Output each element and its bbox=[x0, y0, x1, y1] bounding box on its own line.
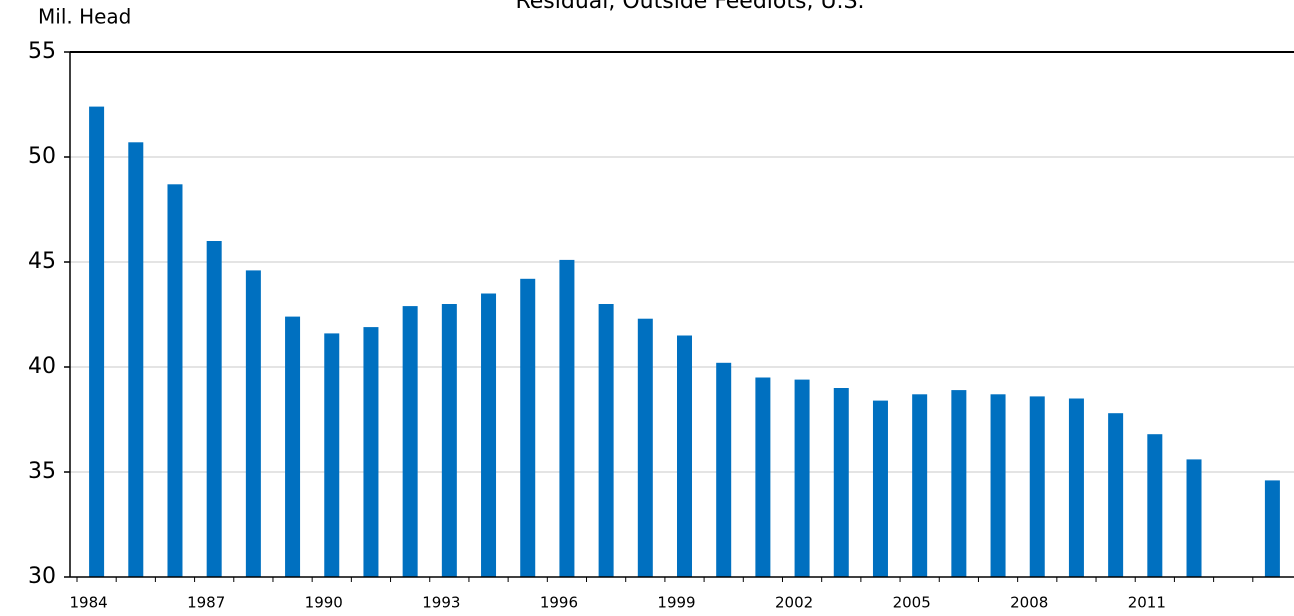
chart-title: Residual, Outside Feedlots, U.S. bbox=[515, 0, 864, 14]
x-tick-label: 2002 bbox=[775, 594, 813, 612]
y-axis-label: Mil. Head bbox=[38, 5, 131, 29]
bar bbox=[441, 304, 457, 577]
bar bbox=[951, 390, 967, 577]
bar bbox=[755, 377, 771, 577]
bar bbox=[677, 335, 692, 577]
bar bbox=[520, 278, 536, 577]
bar bbox=[481, 293, 497, 577]
bar bbox=[128, 142, 144, 578]
y-tick-label: 50 bbox=[28, 144, 56, 169]
bar bbox=[245, 270, 261, 577]
x-tick-label: 2008 bbox=[1010, 594, 1048, 612]
bar bbox=[206, 241, 222, 577]
bar bbox=[1264, 480, 1280, 577]
bar bbox=[89, 106, 105, 577]
x-tick-label: 1993 bbox=[422, 594, 460, 612]
bar bbox=[794, 379, 810, 577]
bar bbox=[1068, 398, 1084, 577]
bar bbox=[559, 259, 575, 577]
bar bbox=[598, 304, 614, 577]
bar bbox=[872, 400, 888, 577]
y-tick-label: 30 bbox=[28, 564, 56, 589]
y-tick-label: 40 bbox=[28, 354, 56, 379]
bar bbox=[285, 316, 301, 577]
bar bbox=[402, 306, 418, 577]
y-tick-label: 55 bbox=[28, 39, 56, 64]
bar bbox=[324, 333, 340, 577]
bar bbox=[1186, 459, 1202, 577]
bar bbox=[833, 388, 849, 577]
x-tick-label: 2005 bbox=[893, 594, 931, 612]
bar bbox=[912, 394, 928, 577]
bar bbox=[1029, 396, 1045, 577]
bar bbox=[1147, 434, 1163, 577]
x-tick-label: 1999 bbox=[657, 594, 695, 612]
bar bbox=[990, 394, 1006, 577]
x-tick-label: 1996 bbox=[540, 594, 578, 612]
bar bbox=[1108, 413, 1124, 577]
x-tick-label: 2011 bbox=[1128, 594, 1166, 612]
bar bbox=[716, 362, 732, 577]
bar bbox=[167, 184, 183, 578]
x-tick-label: 1987 bbox=[187, 594, 225, 612]
bar bbox=[363, 327, 379, 577]
bar bbox=[637, 318, 653, 577]
y-tick-label: 45 bbox=[28, 249, 56, 274]
x-tick-label: 1990 bbox=[305, 594, 343, 612]
y-tick-label: 35 bbox=[28, 459, 56, 484]
x-tick-label: 1984 bbox=[70, 594, 108, 612]
